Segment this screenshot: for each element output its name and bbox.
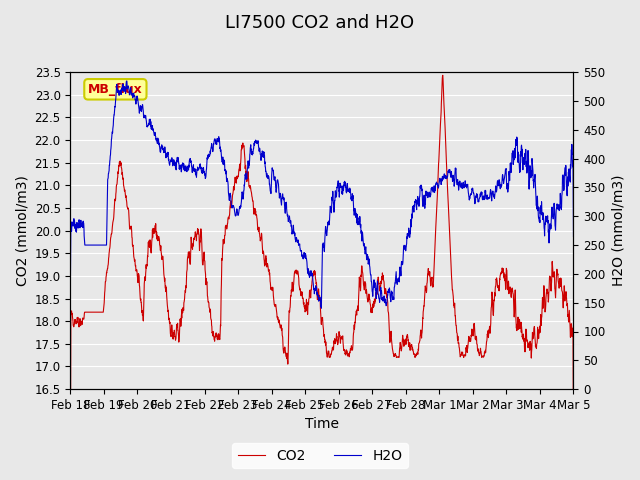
CO2 xyxy=(570,386,577,392)
H2O xyxy=(317,305,325,311)
Text: MB_flux: MB_flux xyxy=(88,83,143,96)
CO2 xyxy=(525,340,533,346)
CO2 xyxy=(207,315,214,321)
Legend: CO2, H2O: CO2, H2O xyxy=(232,443,408,468)
CO2 xyxy=(336,334,344,339)
CO2 xyxy=(540,303,547,309)
CO2 xyxy=(347,346,355,351)
H2O xyxy=(67,280,74,286)
CO2 xyxy=(468,326,476,332)
H2O xyxy=(348,194,355,200)
CO2 xyxy=(439,72,447,78)
CO2 xyxy=(67,386,74,392)
Line: CO2: CO2 xyxy=(70,75,573,389)
Y-axis label: CO2 (mmol/m3): CO2 (mmol/m3) xyxy=(15,175,29,286)
H2O xyxy=(570,234,577,240)
H2O xyxy=(123,78,131,84)
H2O xyxy=(468,186,476,192)
H2O xyxy=(525,178,533,184)
Text: LI7500 CO2 and H2O: LI7500 CO2 and H2O xyxy=(225,14,415,33)
X-axis label: Time: Time xyxy=(305,418,339,432)
Y-axis label: H2O (mmol/m3): H2O (mmol/m3) xyxy=(611,175,625,287)
H2O xyxy=(540,215,547,220)
H2O xyxy=(207,146,215,152)
H2O xyxy=(337,181,344,187)
Line: H2O: H2O xyxy=(70,81,573,308)
